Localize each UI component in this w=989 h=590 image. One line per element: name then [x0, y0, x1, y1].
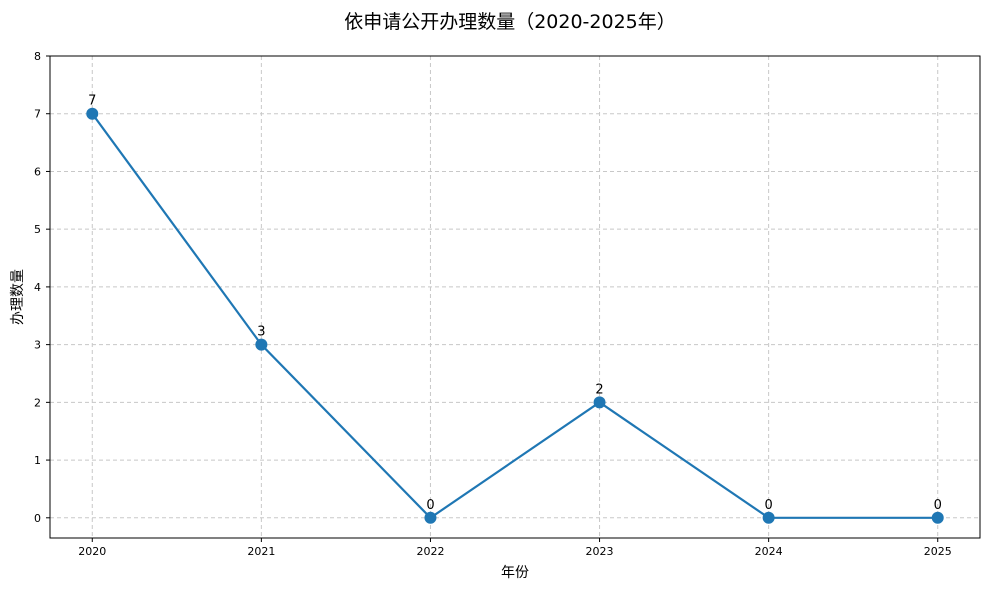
- series-line: [91, 113, 938, 520]
- x-tick-label: 2022: [416, 545, 444, 558]
- y-tick-label: 7: [34, 108, 41, 121]
- x-tick-label: 2021: [247, 545, 275, 558]
- x-tick-label: 2023: [586, 545, 614, 558]
- y-tick-label: 3: [34, 339, 41, 352]
- data-label: 0: [934, 498, 942, 513]
- x-axis: 2020 2021 2022 2023 2024 2025: [78, 538, 952, 558]
- data-point: [255, 338, 268, 351]
- y-tick-label: 5: [34, 223, 41, 236]
- data-point: [931, 511, 944, 524]
- data-points: 7 3 0 2 0 0: [86, 94, 944, 524]
- y-tick-label: 0: [34, 512, 41, 525]
- y-tick-label: 2: [34, 396, 41, 409]
- data-point: [424, 511, 437, 524]
- data-point: [762, 511, 775, 524]
- data-label: 7: [88, 94, 96, 109]
- data-label: 0: [764, 498, 772, 513]
- data-point: [86, 107, 99, 120]
- y-tick-label: 1: [34, 454, 41, 467]
- x-axis-label: 年份: [501, 565, 529, 581]
- data-label: 0: [426, 498, 434, 513]
- x-tick-label: 2024: [755, 545, 783, 558]
- y-tick-label: 6: [34, 165, 41, 178]
- data-label: 3: [257, 325, 265, 340]
- y-axis-label: 办理数量: [10, 269, 26, 325]
- plot-area-frame: [49, 55, 981, 539]
- y-tick-label: 8: [34, 50, 41, 63]
- x-tick-label: 2020: [78, 545, 106, 558]
- y-axis: 0 1 2 3 4 5 6 7 8: [34, 50, 50, 525]
- data-point: [593, 396, 606, 409]
- grid: [50, 55, 980, 538]
- x-tick-label: 2025: [924, 545, 952, 558]
- chart-title: 依申请公开办理数量（2020-2025年）: [344, 11, 676, 33]
- data-label: 2: [595, 382, 603, 397]
- y-tick-label: 4: [34, 281, 41, 294]
